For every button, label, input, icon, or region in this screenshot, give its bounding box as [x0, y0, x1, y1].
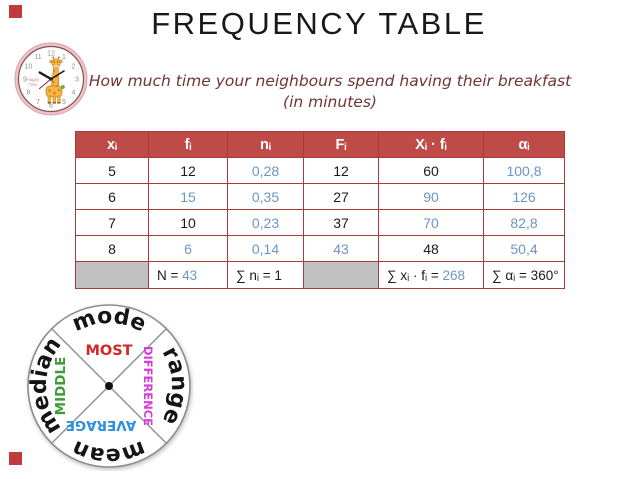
- table-cell: 126: [483, 183, 565, 210]
- table-cell: 7: [75, 209, 149, 236]
- giraffe-icon: [45, 56, 65, 104]
- wheel-label-average: AVERAGE: [66, 417, 136, 433]
- col-header-fi: fᵢ: [148, 131, 228, 158]
- table-cell: 0,14: [227, 235, 304, 262]
- table-cell: 70: [378, 209, 484, 236]
- clock-illustration: 12 1 2 3 4 5 6 7 8 9 10 11 Happy Time: [14, 42, 88, 116]
- subtitle-line1: How much time your neighbours spend havi…: [88, 72, 572, 90]
- frequency-table-body: 5 12 0,28 12 60 100,8 6 15 0,35 27 90 126 7 10 0,23 37 7…: [75, 157, 565, 289]
- table-cell: 37: [303, 209, 379, 236]
- clock-hands: [38, 70, 65, 90]
- frequency-table: xᵢ fᵢ nᵢ Fᵢ Xᵢ · fᵢ αᵢ 5 12 0,28 12 60 100,8 6…: [75, 131, 565, 289]
- table-summary-cell: N = 43: [148, 261, 228, 289]
- table-summary-cell: ∑ nᵢ = 1: [227, 261, 304, 289]
- table-row: 5 12 0,28 12 60 100,8: [75, 157, 565, 184]
- clock-brand-line1: Happy: [27, 77, 40, 82]
- svg-text:12: 12: [47, 51, 55, 58]
- wheel-label-most: MOST: [85, 343, 132, 359]
- table-cell: 5: [75, 157, 149, 184]
- col-header-Fi: Fᵢ: [303, 131, 379, 158]
- table-cell: 6: [148, 235, 228, 262]
- table-row: 8 6 0,14 43 48 50,4: [75, 235, 565, 262]
- summary-text-segment: N =: [157, 267, 183, 283]
- svg-text:5: 5: [62, 99, 66, 106]
- svg-text:1: 1: [62, 54, 66, 61]
- table-cell: 0,28: [227, 157, 304, 184]
- table-cell: 10: [148, 209, 228, 236]
- table-row: 7 10 0,23 37 70 82,8: [75, 209, 565, 236]
- summary-text-segment: ∑ αᵢ = 360°: [492, 267, 559, 283]
- wheel-label-middle: MIDDLE: [53, 357, 69, 416]
- summary-text-segment: ∑ nᵢ = 1: [236, 267, 282, 283]
- table-cell: 0,23: [227, 209, 304, 236]
- summary-text-segment: 43: [182, 267, 198, 283]
- svg-text:4: 4: [72, 90, 76, 97]
- table-cell: 0,35: [227, 183, 304, 210]
- page-title: FREQUENCY TABLE: [151, 6, 487, 41]
- table-cell: 27: [303, 183, 379, 210]
- statistics-wheel-diagram: mode range mean median MOST DIFFERENCE M…: [27, 304, 191, 469]
- frequency-table-header: xᵢ fᵢ nᵢ Fᵢ Xᵢ · fᵢ αᵢ: [75, 131, 565, 158]
- table-cell: 12: [148, 157, 228, 184]
- table-summary-cell: ∑ xᵢ · fᵢ = 268: [378, 261, 484, 289]
- accent-square-top: [9, 5, 22, 18]
- table-cell: 43: [303, 235, 379, 262]
- table-cell: 15: [148, 183, 228, 210]
- summary-text-segment: ∑ xᵢ · fᵢ =: [387, 267, 443, 283]
- table-summary-gray-cell: [303, 261, 379, 289]
- table-cell: 12: [303, 157, 379, 184]
- svg-text:2: 2: [72, 64, 76, 71]
- subtitle: How much time your neighbours spend havi…: [80, 71, 580, 113]
- clock-numbers: 12 1 2 3 4 5 6 7 8 9 10 11: [23, 51, 79, 110]
- table-cell: 48: [378, 235, 484, 262]
- col-header-alphai: αᵢ: [483, 131, 565, 158]
- table-summary-gray-cell: [75, 261, 149, 289]
- wheel-center-dot: [105, 382, 113, 390]
- svg-text:8: 8: [27, 90, 31, 97]
- table-cell: 90: [378, 183, 484, 210]
- svg-text:10: 10: [25, 64, 33, 71]
- clock-brand-line2: Time: [28, 82, 38, 87]
- table-row: 6 15 0,35 27 90 126: [75, 183, 565, 210]
- col-header-xi: xᵢ: [75, 131, 149, 158]
- svg-text:6: 6: [49, 103, 53, 110]
- subtitle-line2: (in minutes): [283, 93, 377, 111]
- svg-text:7: 7: [36, 99, 40, 106]
- table-cell: 6: [75, 183, 149, 210]
- table-cell: 82,8: [483, 209, 565, 236]
- svg-text:9: 9: [23, 77, 27, 84]
- wheel-label-difference: DIFFERENCE: [141, 346, 155, 426]
- table-cell: 100,8: [483, 157, 565, 184]
- col-header-ni: nᵢ: [227, 131, 304, 158]
- accent-square-bottom: [9, 452, 22, 465]
- svg-text:11: 11: [34, 54, 41, 61]
- svg-text:3: 3: [75, 77, 79, 84]
- summary-text-segment: 268: [442, 267, 466, 283]
- table-summary-cell: ∑ αᵢ = 360°: [483, 261, 565, 289]
- table-cell: 8: [75, 235, 149, 262]
- table-cell: 60: [378, 157, 484, 184]
- table-summary-row: N = 43 ∑ nᵢ = 1 ∑ xᵢ · fᵢ = 268 ∑ αᵢ = 360°: [75, 261, 565, 289]
- col-header-xifi: Xᵢ · fᵢ: [378, 131, 484, 158]
- table-cell: 50,4: [483, 235, 565, 262]
